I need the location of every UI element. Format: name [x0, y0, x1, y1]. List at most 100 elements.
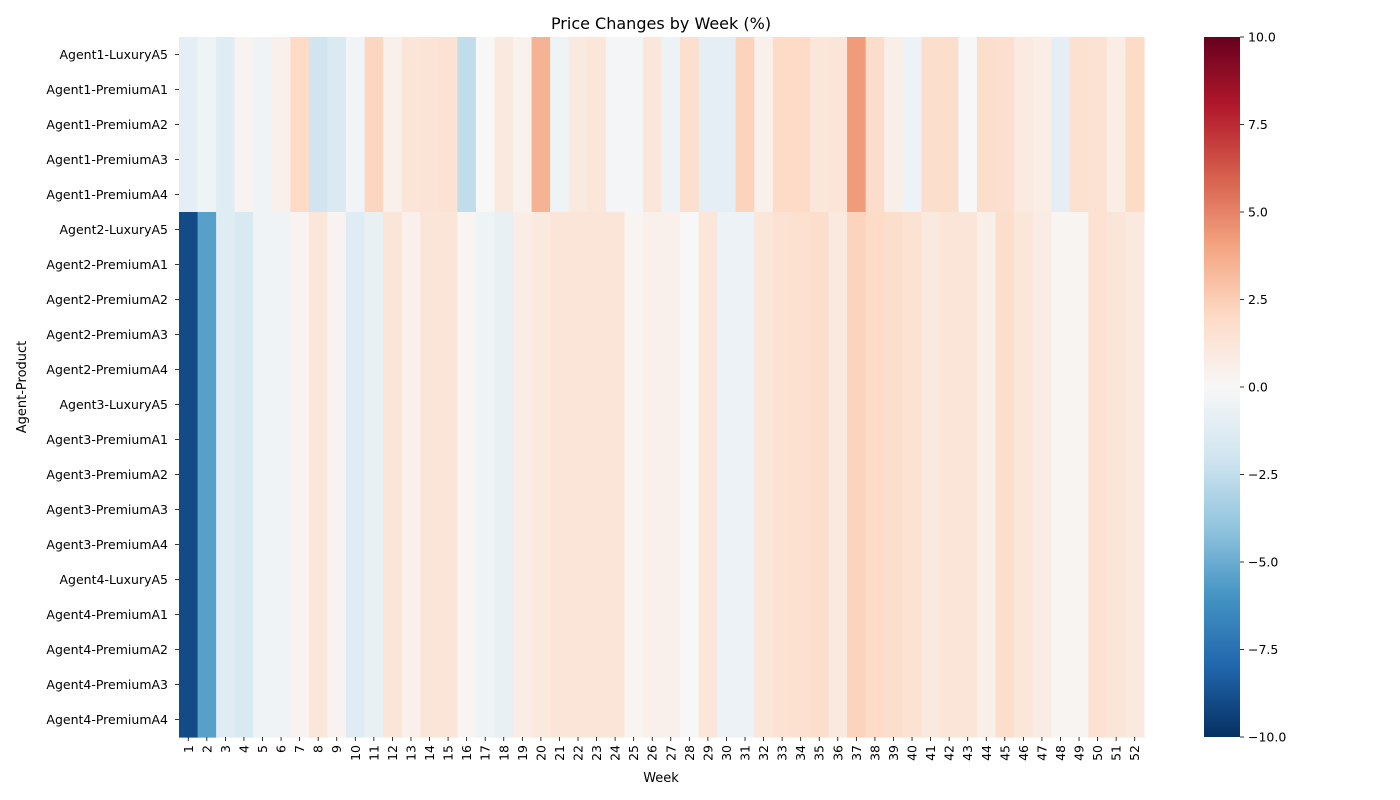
- heatmap-cell: [568, 422, 588, 458]
- heatmap-cell: [884, 142, 904, 178]
- heatmap-cell: [772, 177, 793, 213]
- heatmap-cell: [828, 667, 848, 703]
- heatmap-cell: [791, 667, 811, 703]
- heatmap-cell: [1088, 492, 1108, 528]
- heatmap-cell: [958, 597, 978, 633]
- heatmap-cell: [624, 37, 644, 73]
- heatmap-cell: [754, 457, 774, 493]
- heatmap-cell: [698, 142, 718, 178]
- x-tick-label: 20: [533, 745, 548, 761]
- heatmap-cell: [735, 632, 755, 668]
- heatmap-cell: [1014, 597, 1034, 633]
- heatmap-cell: [290, 247, 310, 283]
- heatmap-cell: [438, 37, 458, 73]
- heatmap-cell: [271, 247, 291, 283]
- heatmap-cell: [754, 72, 774, 108]
- heatmap-cell: [308, 142, 329, 178]
- heatmap-cell: [457, 492, 477, 528]
- heatmap-cell: [1069, 142, 1089, 178]
- heatmap-cell: [1088, 282, 1108, 318]
- heatmap-cell: [809, 702, 830, 738]
- heatmap-cell: [661, 387, 681, 423]
- x-tick-label: 3: [218, 745, 233, 753]
- heatmap-cell: [865, 37, 885, 73]
- heatmap-cell: [735, 37, 755, 73]
- heatmap-cell: [420, 107, 440, 143]
- heatmap-cell: [327, 422, 347, 458]
- heatmap-cell: [828, 72, 848, 108]
- heatmap-cell: [197, 247, 217, 283]
- heatmap-cell: [253, 282, 273, 318]
- heatmap-cell: [179, 177, 199, 213]
- heatmap-cell: [401, 387, 421, 423]
- heatmap-cell: [1014, 247, 1034, 283]
- heatmap-cell: [271, 492, 291, 528]
- heatmap-cell: [383, 387, 403, 423]
- heatmap-cell: [791, 317, 811, 353]
- heatmap-cell: [605, 142, 625, 178]
- heatmap-cell: [902, 597, 922, 633]
- heatmap-cell: [234, 597, 254, 633]
- heatmap-cell: [642, 107, 663, 143]
- heatmap-cell: [661, 527, 681, 563]
- heatmap-cell: [531, 212, 551, 248]
- heatmap-cell: [921, 142, 941, 178]
- colorbar-tick-label: −5.0: [1248, 555, 1278, 570]
- heatmap-cell: [494, 72, 514, 108]
- heatmap-cell: [809, 247, 830, 283]
- heatmap-cell: [216, 142, 236, 178]
- heatmap-cell: [234, 387, 254, 423]
- heatmap-cell: [698, 387, 718, 423]
- heatmap-cell: [1014, 387, 1034, 423]
- heatmap-cell: [1051, 702, 1071, 738]
- heatmap-cell: [179, 702, 199, 738]
- heatmap-cell: [865, 667, 885, 703]
- y-tick-label: Agent4-PremiumA4: [46, 712, 168, 727]
- heatmap-cell: [1106, 212, 1127, 248]
- heatmap-cell: [717, 457, 737, 493]
- heatmap-cell: [976, 632, 997, 668]
- heatmap-cell: [1069, 597, 1089, 633]
- heatmap-cell: [513, 72, 533, 108]
- heatmap-cell: [902, 562, 922, 598]
- heatmap-cell: [253, 177, 273, 213]
- heatmap-cell: [772, 72, 793, 108]
- heatmap-cell: [1032, 107, 1052, 143]
- heatmap-cell: [1051, 492, 1071, 528]
- heatmap-cell: [1106, 632, 1127, 668]
- heatmap-cell: [1069, 527, 1089, 563]
- heatmap-cell: [605, 562, 625, 598]
- heatmap-cell: [1106, 702, 1127, 738]
- heatmap-cell: [735, 702, 755, 738]
- heatmap-cell: [921, 387, 941, 423]
- heatmap-cell: [995, 247, 1015, 283]
- heatmap-cell: [346, 422, 366, 458]
- heatmap-cell: [383, 317, 403, 353]
- heatmap-cell: [1088, 37, 1108, 73]
- heatmap-cell: [438, 597, 458, 633]
- heatmap-cell: [438, 632, 458, 668]
- heatmap-cell: [958, 702, 978, 738]
- heatmap-cell: [735, 212, 755, 248]
- heatmap-cell: [383, 597, 403, 633]
- heatmap-cell: [216, 702, 236, 738]
- y-tick-label: Agent3-LuxuryA5: [60, 397, 169, 412]
- heatmap-cell: [958, 632, 978, 668]
- heatmap-cell: [438, 492, 458, 528]
- heatmap-cell: [290, 457, 310, 493]
- heatmap-cell: [1069, 282, 1089, 318]
- heatmap-cell: [494, 492, 514, 528]
- heatmap-cell: [234, 317, 254, 353]
- colorbar-ticks: −10.0 −7.5 −5.0 −2.5 0.0 2.5 5.0 7.5 10.0: [1240, 30, 1286, 745]
- heatmap-cell: [550, 492, 570, 528]
- heatmap-cell: [642, 632, 663, 668]
- heatmap-cell: [475, 177, 496, 213]
- heatmap-cell: [735, 527, 755, 563]
- heatmap-cell: [587, 632, 607, 668]
- heatmap-cell: [401, 107, 421, 143]
- heatmap-cell: [1106, 177, 1127, 213]
- heatmap-cell: [1088, 457, 1108, 493]
- heatmap-cell: [902, 527, 922, 563]
- heatmap-cell: [383, 142, 403, 178]
- heatmap-cell: [494, 282, 514, 318]
